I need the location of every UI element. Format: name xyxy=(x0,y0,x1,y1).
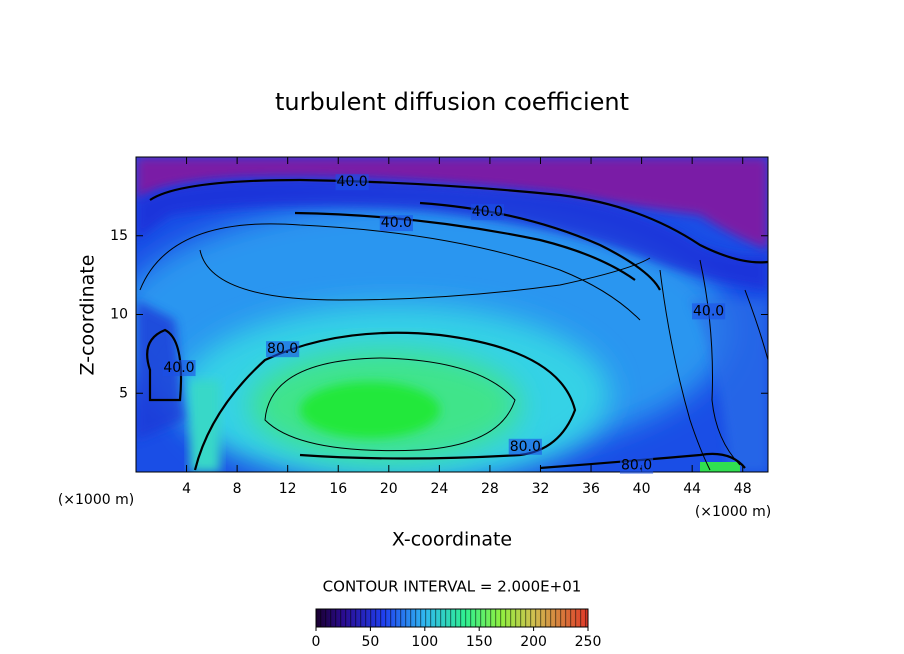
colorbar-tick-label: 250 xyxy=(575,634,602,650)
y-tick-label: 5 xyxy=(119,385,128,401)
contour-label: 40.0 xyxy=(337,174,368,190)
colorbar-tick-label: 50 xyxy=(361,634,379,650)
x-tick-label: 36 xyxy=(582,481,600,497)
colorbar-tick-label: 200 xyxy=(520,634,547,650)
contour-interval: CONTOUR INTERVAL = 2.000E+01 xyxy=(323,578,582,596)
contour-label: 40.0 xyxy=(693,303,724,319)
contour-label: 80.0 xyxy=(621,458,652,474)
contour-label-bg xyxy=(162,360,196,377)
colorbar-tick-label: 100 xyxy=(411,634,438,650)
contour-label-bg xyxy=(379,215,413,232)
x-tick-label: 40 xyxy=(633,481,651,497)
contour-label-bg xyxy=(692,303,726,320)
x-tick-label: 16 xyxy=(329,481,347,497)
x-axis-label: X-coordinate xyxy=(392,529,512,551)
x-tick-label: 32 xyxy=(532,481,550,497)
colorbar-tick-label: 150 xyxy=(466,634,493,650)
chart-title: turbulent diffusion coefficient xyxy=(275,88,629,116)
x-tick-label: 48 xyxy=(734,481,752,497)
x-tick-label: 4 xyxy=(182,481,191,497)
contour-label-bg xyxy=(619,457,654,474)
contour-label-bg xyxy=(470,204,504,221)
contour-label-bg xyxy=(266,341,300,358)
x-tick-label: 20 xyxy=(380,481,398,497)
colorbar-stripes xyxy=(316,609,588,627)
x-unit-label: (×1000 m) xyxy=(58,492,134,508)
contour-label: 80.0 xyxy=(267,341,298,357)
x-tick-label: 8 xyxy=(233,481,242,497)
contour-label-bg xyxy=(335,174,369,191)
contour-label: 80.0 xyxy=(510,439,541,455)
contour-label: 40.0 xyxy=(163,360,194,376)
colorbar-frame xyxy=(315,608,589,628)
x-tick-label: 28 xyxy=(481,481,499,497)
x-tick-label: 24 xyxy=(430,481,448,497)
contour-label: 40.0 xyxy=(472,204,503,220)
y-tick-label: 15 xyxy=(110,228,128,244)
x-tick-label: 12 xyxy=(279,481,297,497)
x-unit-label: (×1000 m) xyxy=(695,504,771,520)
contour-label-bg xyxy=(508,438,542,455)
y-tick-label: 10 xyxy=(110,307,128,323)
y-axis-label: Z-coordinate xyxy=(77,255,99,376)
field xyxy=(136,157,768,472)
contour-label: 40.0 xyxy=(381,215,412,231)
x-tick-label: 44 xyxy=(683,481,701,497)
colorbar-tick-label: 0 xyxy=(312,634,321,650)
